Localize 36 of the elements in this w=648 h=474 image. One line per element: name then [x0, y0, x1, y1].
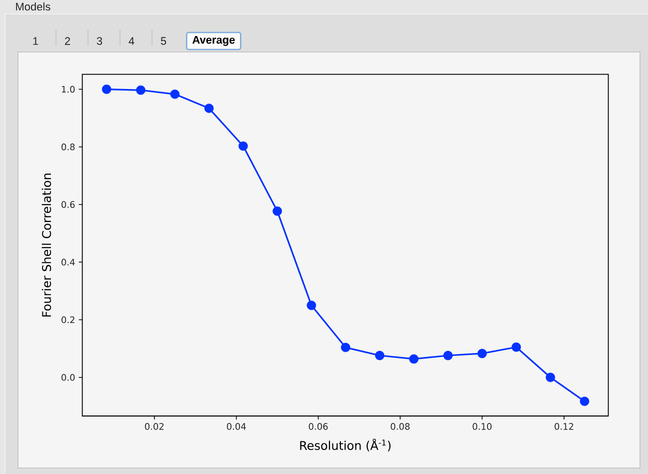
x-tick-label: 0.08: [390, 423, 410, 430]
point: [546, 372, 556, 382]
point: [443, 350, 453, 360]
point: [477, 348, 487, 358]
point: [272, 206, 282, 216]
y-tick-label: 0.8: [62, 143, 75, 150]
y-tick-label: 0.0: [62, 374, 75, 381]
point: [136, 85, 146, 95]
chart-title: Models: [16, 2, 50, 11]
point: [170, 90, 180, 99]
text: 3: [96, 37, 102, 45]
x-tick-label: 0.04: [226, 423, 246, 430]
point: [340, 342, 350, 352]
text: 4: [128, 37, 134, 45]
point: [102, 84, 112, 94]
text: 1: [33, 37, 38, 45]
y-tick-label: 0.4: [62, 258, 75, 266]
y-tick-label: 0.6: [62, 201, 75, 208]
x-tick-label: 0.06: [308, 423, 328, 430]
point: [306, 300, 316, 310]
point: [512, 342, 521, 352]
point: [238, 141, 248, 151]
x-tick-label: 0.02: [144, 423, 164, 430]
point: [204, 104, 214, 113]
text: 5: [160, 37, 166, 45]
y-tick-label: 0.2: [62, 316, 74, 324]
text: 2: [64, 37, 70, 45]
y-axis-title: Fourier Shell Correlation: [42, 174, 52, 317]
x-tick-label: 0.12: [554, 423, 574, 430]
x-axis-title: Resolution (Å$^{-1}$): [300, 438, 391, 452]
point: [409, 354, 418, 364]
x-tick-label: 0.10: [472, 423, 492, 430]
text: Average: [192, 36, 235, 46]
point: [375, 350, 384, 360]
point: [580, 396, 590, 406]
y-tick-label: 1.0: [62, 86, 75, 93]
